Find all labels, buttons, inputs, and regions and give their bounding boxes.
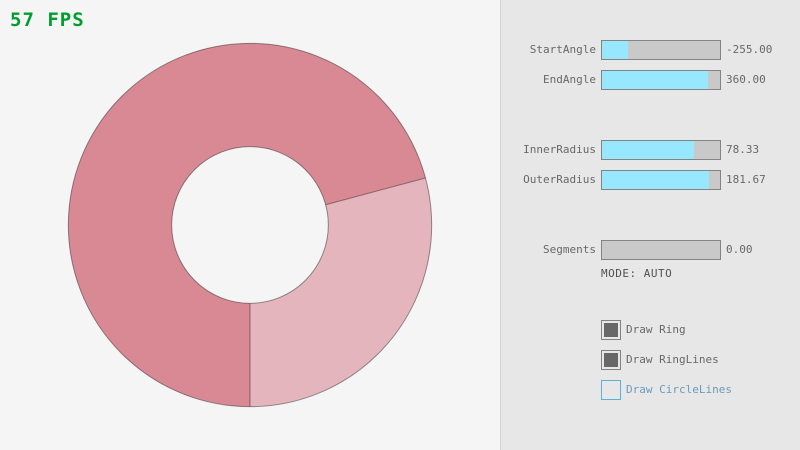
slider-segments[interactable] [601, 240, 721, 260]
checkbox-row-draw-ring-lines: Draw RingLines [601, 350, 800, 370]
slider-row-start-angle: StartAngle -255.00 [501, 40, 800, 60]
checkbox-label-draw-circle-lines: Draw CircleLines [626, 383, 732, 396]
checkbox-draw-circle-lines[interactable] [601, 380, 621, 400]
slider-label-outer-radius: OuterRadius [523, 173, 596, 186]
slider-start-angle[interactable] [601, 40, 721, 60]
slider-row-inner-radius: InnerRadius 78.33 [501, 140, 800, 160]
ring-outline-outer-circle [67, 42, 433, 408]
checkbox-row-draw-ring: Draw Ring [601, 320, 800, 340]
slider-value-end-angle: 360.00 [726, 73, 766, 86]
slider-value-outer-radius: 181.67 [726, 173, 766, 186]
slider-fill-end-angle [602, 71, 709, 89]
slider-label-end-angle: EndAngle [543, 73, 596, 86]
fps-counter: 57 FPS [10, 9, 85, 31]
ring-outline-inner-circle [171, 146, 329, 304]
ring-canvas [67, 42, 433, 408]
ring-sector-overlap [68, 43, 426, 407]
slider-row-segments: Segments 0.00 [501, 240, 800, 260]
checkbox-row-draw-circle-lines: Draw CircleLines [601, 380, 800, 400]
slider-outer-radius[interactable] [601, 170, 721, 190]
ring-line-start-angle [325, 177, 426, 206]
slider-fill-outer-radius [602, 171, 710, 189]
slider-fill-start-angle [602, 41, 628, 59]
mode-status-text: MODE: AUTO [601, 267, 673, 280]
slider-value-segments: 0.00 [726, 243, 753, 256]
ring-sector-single [250, 177, 432, 407]
controls-panel: StartAngle -255.00 EndAngle 360.00 Inner… [500, 0, 800, 450]
checkbox-label-draw-ring-lines: Draw RingLines [626, 353, 719, 366]
slider-row-outer-radius: OuterRadius 181.67 [501, 170, 800, 190]
slider-row-end-angle: EndAngle 360.00 [501, 70, 800, 90]
slider-label-segments: Segments [543, 243, 596, 256]
slider-end-angle[interactable] [601, 70, 721, 90]
checkbox-draw-ring-lines[interactable] [601, 350, 621, 370]
checkbox-label-draw-ring: Draw Ring [626, 323, 686, 336]
slider-fill-inner-radius [602, 141, 695, 159]
slider-value-start-angle: -255.00 [726, 43, 773, 56]
slider-inner-radius[interactable] [601, 140, 721, 160]
slider-value-inner-radius: 78.33 [726, 143, 760, 156]
ring-lines [67, 42, 433, 408]
slider-label-inner-radius: InnerRadius [523, 143, 596, 156]
checkbox-draw-ring[interactable] [601, 320, 621, 340]
slider-label-start-angle: StartAngle [529, 43, 596, 56]
